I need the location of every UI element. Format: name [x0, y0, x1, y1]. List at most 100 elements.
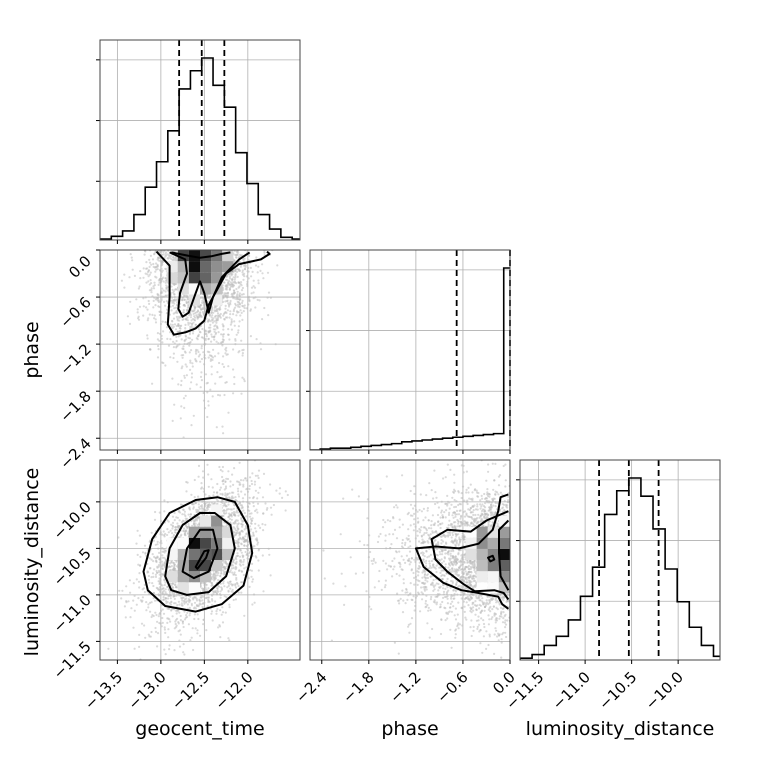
- sample-point: [234, 276, 237, 279]
- sample-point: [232, 297, 235, 300]
- sample-point: [173, 403, 176, 406]
- sample-point: [167, 250, 170, 253]
- sample-point: [182, 436, 185, 439]
- sample-point: [252, 291, 255, 294]
- sample-point: [138, 645, 141, 649]
- scatter-panel-geocent-time-vs-phase: [96, 249, 301, 454]
- sample-point: [154, 510, 157, 514]
- sample-point: [183, 294, 186, 297]
- sample-point: [186, 295, 189, 298]
- sample-point: [233, 467, 236, 470]
- sample-point: [136, 308, 139, 311]
- sample-point: [163, 510, 166, 513]
- sample-point: [189, 513, 192, 516]
- sample-point: [239, 309, 242, 312]
- sample-point: [256, 541, 260, 544]
- sample-point: [219, 609, 222, 612]
- sample-point: [204, 310, 207, 313]
- sample-point: [229, 313, 232, 316]
- sample-point: [258, 299, 261, 302]
- sample-point: [133, 274, 136, 277]
- sample-point: [135, 578, 138, 581]
- sample-point: [147, 603, 150, 606]
- sample-point: [216, 314, 219, 317]
- sample-point: [152, 287, 156, 290]
- sample-point: [180, 594, 183, 597]
- sample-point: [224, 292, 227, 295]
- sample-point: [183, 406, 186, 409]
- sample-point: [237, 591, 240, 594]
- sample-point: [207, 473, 210, 476]
- sample-point: [154, 630, 158, 634]
- sample-point: [224, 316, 228, 319]
- sample-point: [154, 321, 158, 324]
- sample-point: [222, 432, 225, 435]
- sample-point: [229, 299, 232, 303]
- sample-point: [201, 327, 204, 331]
- sample-point: [266, 271, 270, 274]
- sample-point: [184, 363, 187, 366]
- sample-point: [171, 320, 174, 323]
- sample-point: [221, 363, 224, 366]
- sample-point: [175, 624, 178, 627]
- sample-point: [230, 320, 233, 323]
- sample-point: [225, 494, 228, 497]
- sample-point: [176, 528, 179, 531]
- sample-point: [166, 501, 169, 504]
- sample-point: [195, 352, 198, 355]
- sample-point: [240, 570, 243, 573]
- sample-point: [257, 265, 260, 268]
- density-bin: [200, 283, 212, 295]
- sample-point: [158, 590, 162, 593]
- sample-point: [151, 614, 154, 617]
- sample-point: [167, 344, 171, 347]
- sample-point: [204, 373, 208, 376]
- sample-point: [129, 253, 132, 256]
- sample-point: [212, 494, 215, 497]
- sample-point: [262, 529, 265, 532]
- density-bin: [166, 261, 178, 273]
- sample-point: [191, 338, 194, 341]
- sample-point: [233, 250, 236, 253]
- sample-point: [234, 302, 237, 305]
- sample-point: [154, 304, 157, 307]
- sample-point: [207, 596, 210, 599]
- sample-point: [254, 296, 257, 299]
- sample-point: [144, 250, 147, 253]
- sample-point: [158, 613, 161, 616]
- sample-point: [171, 527, 174, 530]
- sample-point: [208, 314, 212, 317]
- sample-point: [264, 502, 267, 505]
- sample-point: [227, 519, 230, 523]
- sample-point: [171, 304, 175, 307]
- sample-point: [253, 286, 257, 289]
- sample-point: [233, 306, 237, 309]
- sample-point: [222, 294, 225, 297]
- sample-point: [153, 296, 156, 299]
- sample-point: [239, 298, 242, 301]
- sample-point: [184, 517, 187, 520]
- sample-point: [161, 361, 164, 364]
- sample-point: [222, 328, 225, 331]
- sample-point: [175, 339, 178, 343]
- sample-point: [161, 550, 164, 553]
- sample-point: [248, 509, 251, 512]
- sample-point: [226, 299, 229, 302]
- sample-point: [240, 392, 243, 395]
- sample-point: [177, 323, 180, 326]
- sample-point: [207, 404, 210, 407]
- sample-point: [234, 522, 237, 525]
- sample-point: [264, 523, 267, 526]
- sample-point: [203, 329, 206, 332]
- sample-point: [163, 626, 166, 629]
- sample-point: [233, 281, 236, 284]
- sample-point: [233, 253, 236, 256]
- sample-point: [155, 559, 158, 562]
- sample-point: [182, 596, 185, 599]
- sample-point: [169, 305, 172, 308]
- sample-point: [244, 550, 247, 554]
- sample-point: [206, 605, 209, 608]
- sample-point: [224, 492, 227, 495]
- sample-point: [241, 271, 244, 274]
- sample-point: [223, 595, 226, 598]
